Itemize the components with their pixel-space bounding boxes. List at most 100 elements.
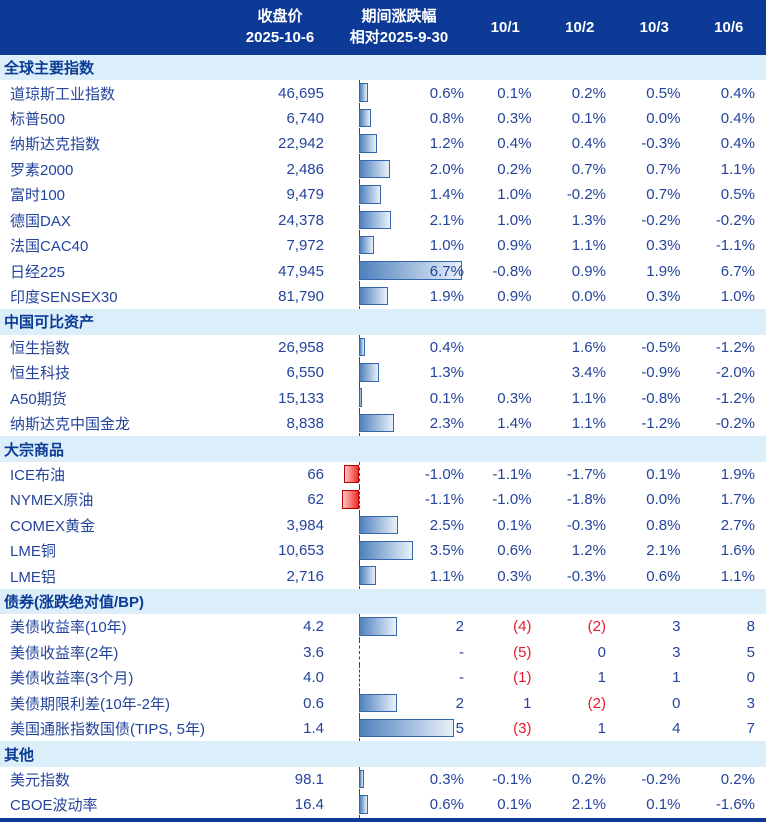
close-price-value: 6,550 <box>286 364 324 382</box>
asset-name: ICE布油 <box>10 466 66 484</box>
day-value-3: 1 <box>672 669 681 687</box>
change-data-bar <box>359 541 413 560</box>
change-data-bar <box>359 185 381 204</box>
day-value-2: 1.3% <box>571 211 606 229</box>
day-value-4: 0 <box>746 669 755 687</box>
period-change-value: 2.1% <box>429 211 464 229</box>
close-price-value: 4.0 <box>303 669 324 687</box>
day-value-3: -1.2% <box>641 415 681 433</box>
section-title: 债券(涨跌绝对值/BP) <box>4 594 144 612</box>
period-change-value: 0.3% <box>429 771 464 789</box>
day-value-2: 0.2% <box>571 84 606 102</box>
day-value-4: 3 <box>746 694 755 712</box>
day-value-4: -1.1% <box>715 237 755 255</box>
change-data-bar <box>359 693 397 713</box>
asset-name: COMEX黄金 <box>10 517 96 535</box>
day-value-4: 0.4% <box>720 84 755 102</box>
zero-axis-line <box>359 461 360 488</box>
day-value-3: 3 <box>672 643 681 661</box>
period-change-value: 2.3% <box>429 415 464 433</box>
change-data-bar <box>359 210 392 230</box>
day-value-2: (2) <box>587 618 606 636</box>
asset-name: 恒生指数 <box>10 339 71 357</box>
period-change-value: - <box>459 669 464 687</box>
day-value-3: 0.3% <box>646 237 681 255</box>
close-price-value: 6,740 <box>286 110 324 128</box>
asset-name: 美债收益率(3个月) <box>10 670 134 688</box>
change-data-bar <box>359 566 376 585</box>
period-change-value: 0.4% <box>429 338 464 356</box>
period-change-value: 2.5% <box>429 516 464 534</box>
day-value-2: 0.7% <box>571 160 606 178</box>
close-price-value: 24,378 <box>278 211 324 229</box>
header-close-price: 收盘价 2025-10-6 <box>230 7 330 48</box>
change-data-bar <box>359 159 390 179</box>
day-value-1 <box>468 360 543 385</box>
day-value-2: 2.1% <box>571 796 606 814</box>
day-value-3: 0.5% <box>646 84 681 102</box>
asset-name: 美债期限利差(10年-2年) <box>10 695 171 713</box>
period-change-cell: 0.6% <box>330 80 468 106</box>
day-value-3: 0.6% <box>646 567 681 585</box>
section-title: 全球主要指数 <box>4 60 95 78</box>
table-row: 道琼斯工业指数 46,695 0.6% 0.1% 0.2% 0.5% 0.4% <box>0 80 766 106</box>
close-price-value: 47,945 <box>278 262 324 280</box>
change-data-bar <box>359 261 463 280</box>
day-value-1: (1) <box>513 669 532 687</box>
day-value-1: -0.8% <box>492 262 532 280</box>
day-value-1: 0.1% <box>497 516 532 534</box>
table-bottom-border <box>0 818 766 822</box>
day-value-2: 1.1% <box>571 389 606 407</box>
table-row: 富时100 9,479 1.4% 1.0% -0.2% 0.7% 0.5% <box>0 182 766 208</box>
change-data-bar <box>359 134 378 153</box>
day-value-3: 0.7% <box>646 186 681 204</box>
table-row: 美国通胀指数国债(TIPS, 5年) 1.4 5 (3) 1 4 7 <box>0 715 766 742</box>
asset-name: 德国DAX <box>10 212 71 230</box>
table-row: 恒生科技 6,550 1.3% 3.4% -0.9% -2.0% <box>0 360 766 386</box>
table-row: 印度SENSEX30 81,790 1.9% 0.9% 0.0% 0.3% 1.… <box>0 283 766 310</box>
period-change-value: 1.2% <box>429 135 464 153</box>
day-value-4: -1.2% <box>715 389 755 407</box>
close-price-value: 8,838 <box>286 415 324 433</box>
table-row: 美债收益率(3个月) 4.0 - (1) 1 1 0 <box>0 665 766 691</box>
close-price-value: 10,653 <box>278 542 324 560</box>
close-price-value: 3,984 <box>286 516 324 534</box>
day-value-2: -0.2% <box>566 186 606 204</box>
asset-name: CBOE波动率 <box>10 797 98 815</box>
day-value-3: -0.3% <box>641 135 681 153</box>
table-row: 日经225 47,945 6.7% -0.8% 0.9% 1.9% 6.7% <box>0 258 766 284</box>
period-change-cell: 0.8% <box>330 105 468 132</box>
period-change-value: 0.6% <box>429 84 464 102</box>
table-row: 德国DAX 24,378 2.1% 1.0% 1.3% -0.2% -0.2% <box>0 207 766 233</box>
table-header: 收盘价 2025-10-6 期间涨跌幅 相对2025-9-30 10/1 10/… <box>0 0 766 55</box>
day-value-2: 0.2% <box>571 771 606 789</box>
day-value-2: -1.7% <box>566 465 606 483</box>
close-price-value: 81,790 <box>278 288 324 305</box>
table-row: 纳斯达克指数 22,942 1.2% 0.4% 0.4% -0.3% 0.4% <box>0 131 766 157</box>
change-data-bar <box>359 413 395 433</box>
day-value-4: 0.4% <box>720 110 755 128</box>
period-change-value: 0.1% <box>429 389 464 407</box>
asset-name: 美国通胀指数国债(TIPS, 5年) <box>10 721 206 739</box>
period-change-cell: 2 <box>330 690 468 716</box>
asset-name: 美元指数 <box>10 772 71 790</box>
section-header-row: 其他 <box>0 741 766 767</box>
day-value-1: 0.6% <box>497 542 532 560</box>
period-change-cell: 2.1% <box>330 207 468 233</box>
table-row: ICE布油 66 -1.0% -1.1% -1.7% 0.1% 1.9% <box>0 461 766 488</box>
day-value-3: 0.7% <box>646 160 681 178</box>
day-value-4: -1.2% <box>715 338 755 356</box>
day-value-4: 0.4% <box>720 135 755 153</box>
asset-name: LME铜 <box>10 543 56 561</box>
close-price-value: 62 <box>307 491 324 509</box>
asset-name: 恒生科技 <box>10 365 71 383</box>
day-value-4: 1.9% <box>720 465 755 483</box>
day-value-4: 7 <box>746 720 755 738</box>
period-change-value: -1.0% <box>424 465 464 483</box>
section-title: 大宗商品 <box>4 441 65 459</box>
zero-axis-line <box>359 639 360 666</box>
period-change-value: 3.5% <box>429 542 464 560</box>
day-value-3: 0.1% <box>646 796 681 814</box>
asset-name: 印度SENSEX30 <box>10 289 118 306</box>
